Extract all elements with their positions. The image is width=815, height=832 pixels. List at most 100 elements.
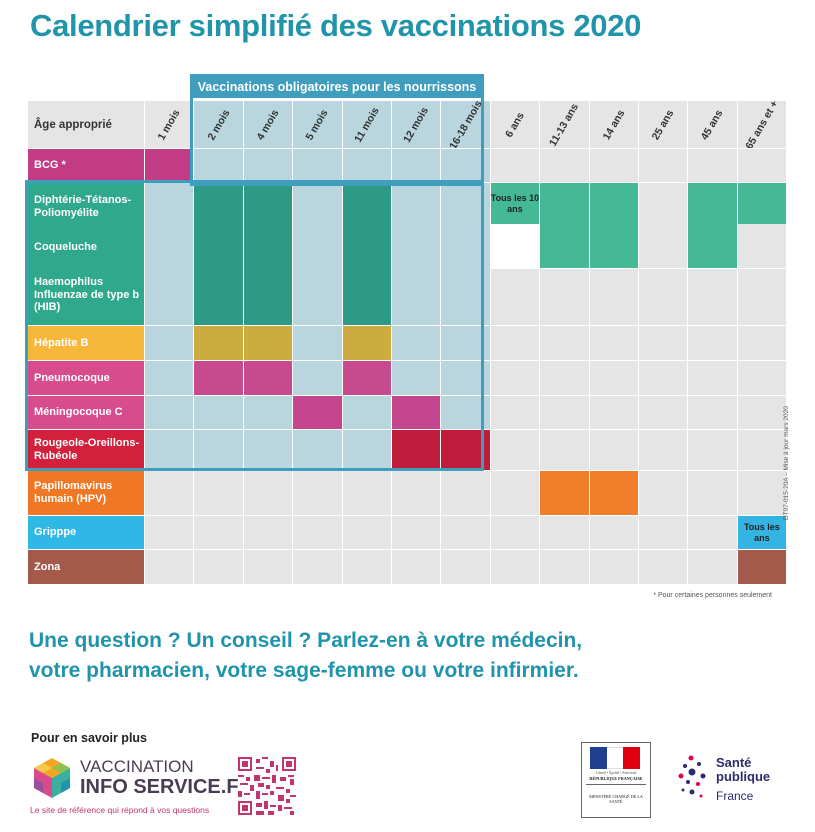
schedule-cell (441, 149, 490, 182)
schedule-cell (688, 326, 737, 360)
schedule-cell (441, 430, 490, 470)
schedule-cell (342, 550, 391, 584)
schedule-cell (540, 550, 589, 584)
schedule-cell (194, 396, 243, 429)
schedule-cell (391, 326, 441, 360)
schedule-cell (243, 516, 293, 549)
schedule-cell (688, 516, 737, 549)
schedule-cell (540, 326, 589, 360)
schedule-cell (490, 396, 540, 429)
schedule-cell (243, 430, 293, 470)
schedule-cell (342, 471, 391, 515)
schedule-cell (490, 149, 540, 182)
row-label-dtp: Diphtérie-Tétanos-Poliomyélite (34, 194, 132, 219)
schedule-cell (589, 550, 638, 584)
schedule-cell (391, 361, 441, 395)
schedule-cell (293, 550, 342, 584)
schedule-cell (293, 516, 342, 549)
schedule-cell (391, 149, 441, 182)
age-column-header: 4 mois (243, 101, 293, 148)
schedule-cell (490, 430, 540, 470)
schedule-cell (243, 550, 293, 584)
schedule-cell (737, 361, 787, 395)
french-flag-icon (590, 747, 641, 769)
logo-line1[interactable]: VACCINATION (80, 757, 194, 776)
note-tous-les-10-ans: Tous les 10 ans (490, 183, 540, 224)
age-column-header: 1 mois (145, 101, 194, 148)
schedule-cell (540, 361, 589, 395)
row-label-hepatite-b: Hépatite B (28, 326, 144, 360)
qr-code-icon[interactable] (238, 757, 296, 815)
schedule-cell (589, 516, 638, 549)
age-column-header: 11 mois (342, 101, 391, 148)
schedule-cell (293, 430, 342, 470)
schedule-cell (391, 550, 441, 584)
age-column-header: 65 ans et + (737, 101, 787, 148)
schedule-cell (342, 516, 391, 549)
schedule-cell (293, 361, 342, 395)
schedule-cell (688, 269, 737, 325)
more-info-label: Pour en savoir plus (31, 731, 148, 745)
schedule-cell (688, 430, 737, 470)
schedule-cell (145, 430, 194, 470)
schedule-cell (688, 149, 737, 182)
age-column-header: 14 ans (589, 101, 638, 148)
sante-publique-name: Santé publique (716, 755, 771, 784)
age-column-header: 12 mois (391, 101, 441, 148)
row-label-grippe: Gripppe (28, 516, 144, 549)
age-column-header: 11-13 ans (540, 101, 589, 148)
republique-francaise-logo: Liberté • Égalité • Fraternité RÉPUBLIQU… (581, 742, 651, 818)
row-label-bcg: BCG * (28, 149, 144, 182)
schedule-cell (540, 183, 589, 268)
schedule-cell (441, 361, 490, 395)
schedule-cell (342, 326, 391, 360)
row-label-ror: Rougeole-Oreillons-Rubéole (28, 430, 144, 470)
schedule-cell (145, 550, 194, 584)
logo-line2[interactable]: INFO SERVICE.FR (80, 776, 253, 798)
schedule-cell (737, 396, 787, 429)
obligatory-header: Vaccinations obligatoires pour les nourr… (193, 76, 481, 98)
question-text: Une question ? Un conseil ? Parlez-en à … (29, 629, 583, 682)
age-column-header: 16-18 mois (441, 101, 490, 148)
schedule-cell (243, 396, 293, 429)
schedule-cell (540, 396, 589, 429)
schedule-cell (490, 471, 540, 515)
schedule-cell (540, 471, 589, 515)
schedule-cell (441, 550, 490, 584)
schedule-cell (194, 183, 243, 325)
schedule-cell (243, 326, 293, 360)
republique-name: RÉPUBLIQUE FRANÇAISE (589, 776, 643, 781)
schedule-cell (293, 326, 342, 360)
schedule-cell (589, 396, 638, 429)
schedule-cell (194, 550, 243, 584)
schedule-cell (293, 396, 342, 429)
schedule-cell (737, 326, 787, 360)
schedule-cell (243, 183, 293, 325)
age-header: Âge approprié (28, 101, 144, 148)
schedule-cell (243, 471, 293, 515)
schedule-cell (194, 471, 243, 515)
schedule-cell (342, 396, 391, 429)
row-label-dtp-group: Diphtérie-Tétanos-Poliomyélite Coqueluch… (28, 183, 144, 325)
schedule-cell (638, 471, 688, 515)
schedule-cell (737, 471, 787, 515)
schedule-cell (342, 183, 391, 325)
schedule-cell (589, 269, 638, 325)
schedule-cell (737, 149, 787, 182)
schedule-cell (737, 183, 787, 268)
schedule-cell (243, 361, 293, 395)
schedule-cell (194, 361, 243, 395)
schedule-cell (638, 396, 688, 429)
schedule-cell (688, 471, 737, 515)
schedule-cell (589, 149, 638, 182)
schedule-cell (688, 550, 737, 584)
schedule-cell (540, 516, 589, 549)
schedule-cell (589, 361, 638, 395)
schedule-cell (391, 183, 441, 325)
schedule-cell (441, 183, 490, 325)
row-label-meningocoque-c: Méningocoque C (28, 396, 144, 429)
row-label-coqueluche: Coqueluche (34, 241, 97, 254)
schedule-cell (490, 550, 540, 584)
schedule-cell (589, 471, 638, 515)
vaccination-grid: Âge approprié 1 mois 2 mois 4 mois 5 moi… (28, 101, 787, 584)
